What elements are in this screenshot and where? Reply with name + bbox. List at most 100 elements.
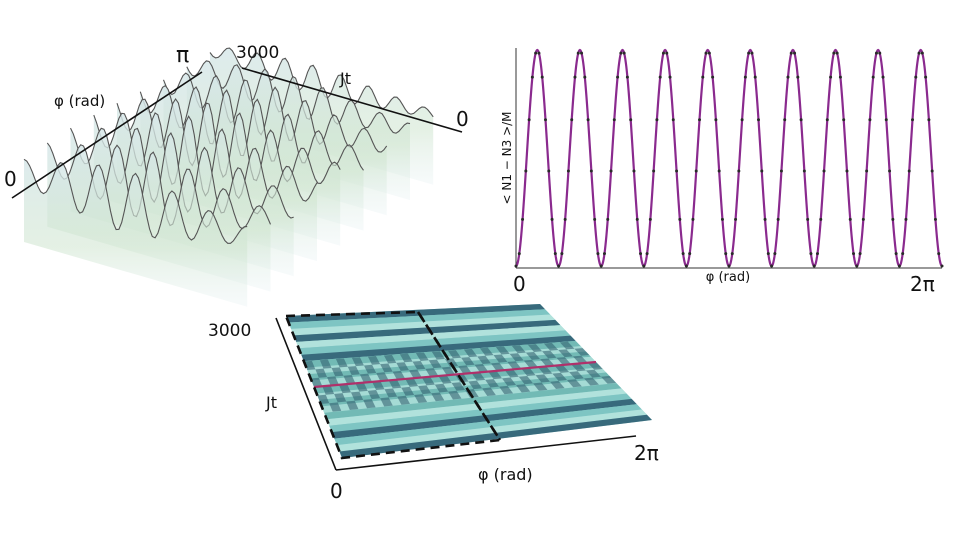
map-checker-cell: [335, 358, 348, 368]
data-point: [727, 264, 731, 268]
data-point: [874, 51, 878, 55]
data-point: [809, 252, 813, 256]
map-jt-axis-line: [275, 317, 337, 471]
map-checker-cell: [367, 390, 381, 400]
data-point: [789, 51, 793, 55]
data-point: [580, 51, 584, 55]
map-checker-cell: [571, 363, 586, 372]
data-point: [878, 51, 882, 55]
map-checker-cell: [471, 372, 486, 381]
data-point: [927, 118, 931, 122]
map-checker-cell: [359, 373, 373, 383]
data-point: [793, 51, 797, 55]
map-checker-cell: [558, 349, 573, 358]
map-checker-cell: [543, 342, 559, 351]
data-point: [711, 75, 715, 79]
map-checker-cell: [485, 379, 500, 388]
map-checker-cell: [322, 385, 335, 395]
data-point: [822, 169, 826, 173]
data-point: [740, 118, 744, 122]
data-point: [521, 217, 525, 221]
map-checker-cell: [468, 380, 483, 390]
data-point: [681, 252, 685, 256]
map-checker-cell: [556, 357, 572, 365]
map-stripe: [293, 319, 561, 342]
data-point: [737, 169, 741, 173]
map-checker-cell: [509, 353, 524, 362]
data-point: [675, 169, 679, 173]
data-point: [753, 75, 757, 79]
map-checker-cell: [554, 364, 570, 373]
map-checker-cell: [414, 394, 428, 403]
map-checker-cell: [438, 375, 452, 384]
data-point: [658, 75, 662, 79]
map-checker-cell: [415, 352, 429, 361]
data-point: [599, 264, 603, 268]
data-point: [825, 118, 829, 122]
map-dashed-center-line: [416, 311, 502, 441]
map-checker-cell: [408, 369, 422, 379]
surface-slice-line: [186, 60, 411, 134]
map-checker-cell: [428, 359, 442, 369]
map-checker-cell: [502, 377, 517, 386]
map-checker-cell: [572, 355, 588, 364]
data-point: [652, 169, 656, 173]
data-point: [701, 75, 705, 79]
series-line: [515, 48, 943, 268]
map-checker-cell: [315, 368, 328, 378]
map-checker-cell: [347, 366, 360, 376]
data-point: [593, 217, 597, 221]
map-checker-cell: [418, 385, 432, 395]
map-checker-cell: [367, 356, 381, 365]
data-point: [861, 217, 865, 221]
map-checker-cell: [412, 360, 426, 370]
map-checker-cell: [549, 380, 565, 389]
map-checker-cell: [405, 378, 419, 387]
data-point: [868, 118, 872, 122]
data-point: [858, 252, 862, 256]
data-point: [635, 217, 639, 221]
data-point: [747, 51, 751, 55]
data-point: [707, 51, 711, 55]
map-checker-cell: [334, 393, 347, 403]
data-point: [924, 75, 928, 79]
map-checker-cell: [338, 384, 351, 394]
map-stripe: [331, 398, 637, 439]
map-stripe: [288, 309, 551, 329]
projection-map-plot: 3000 Jt 0 φ (rad) 2π: [208, 304, 659, 503]
jt-axis-max-label: 3000: [236, 43, 279, 63]
data-point: [812, 264, 816, 268]
map-jt-axis-label: Jt: [265, 393, 277, 412]
map-checker-cell: [458, 365, 472, 374]
map-checker-cell: [504, 369, 519, 378]
data-point: [920, 51, 924, 55]
map-checker-cell: [527, 344, 543, 352]
map-stripe: [329, 393, 632, 433]
map-highlight-line: [313, 360, 597, 389]
data-point: [930, 169, 934, 173]
map-checker-cell: [474, 364, 489, 373]
data-point: [691, 217, 695, 221]
data-point: [717, 169, 721, 173]
map-checker-cell: [552, 372, 567, 381]
map-checker-cell: [350, 391, 364, 401]
data-point: [668, 75, 672, 79]
map-checker-cell: [346, 400, 359, 410]
data-point: [566, 169, 570, 173]
data-point: [684, 264, 688, 268]
line-chart-x-axis-label: φ (rad): [706, 270, 750, 285]
data-point: [891, 217, 895, 221]
data-point: [576, 51, 580, 55]
data-point: [917, 51, 921, 55]
data-point: [888, 169, 892, 173]
data-point: [645, 252, 649, 256]
data-point: [589, 169, 593, 173]
map-stripe: [301, 335, 576, 362]
data-point: [802, 169, 806, 173]
data-point: [534, 51, 538, 55]
map-checker-cell: [327, 376, 339, 386]
data-point: [622, 51, 626, 55]
data-point: [655, 118, 659, 122]
line-chart-x-tick-min: 0: [513, 272, 526, 296]
map-stripe: [296, 325, 566, 349]
